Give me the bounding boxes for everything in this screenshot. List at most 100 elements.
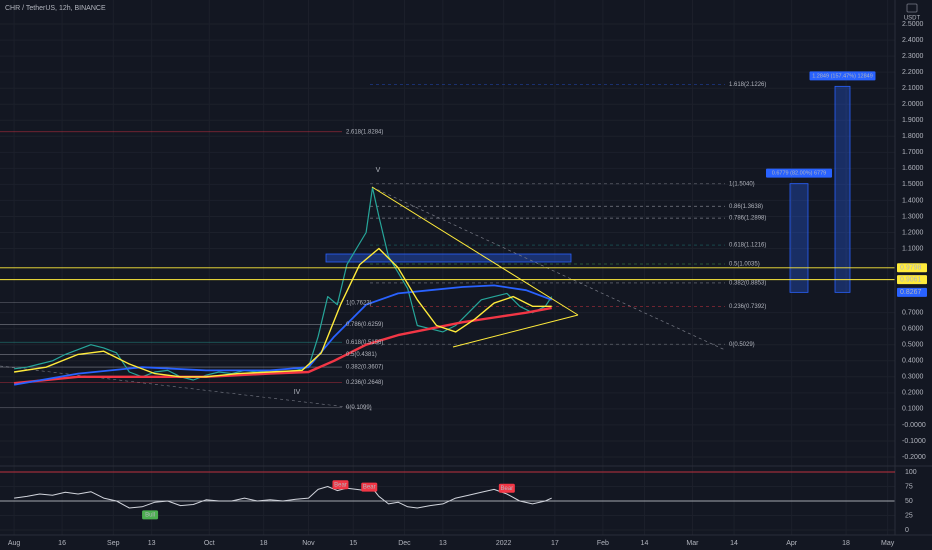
projection bbox=[834, 85, 851, 293]
price-line bbox=[13, 306, 552, 385]
fib-label: 0.236(0.2648) bbox=[346, 380, 383, 386]
y-tick-label: 0.4000 bbox=[902, 358, 924, 365]
fib-label: 2.618(1.8284) bbox=[346, 129, 383, 135]
supply-zone bbox=[325, 253, 572, 263]
y-tick-label: 0.5000 bbox=[902, 342, 924, 349]
chart-title: CHR / TetherUS, 12h, BINANCE bbox=[5, 5, 106, 12]
y-tick-label: -0.1000 bbox=[902, 438, 926, 445]
rsi-tick-label: 50 bbox=[905, 498, 913, 505]
fib-label: 0(0.1099) bbox=[346, 405, 372, 411]
triangle-upper bbox=[371, 186, 579, 316]
x-tick-label: Aug bbox=[8, 540, 21, 547]
y-tick-label: 0.7000 bbox=[902, 310, 924, 317]
fib-label: 0.382(0.8853) bbox=[729, 281, 766, 287]
rsi-signal bbox=[361, 482, 378, 492]
rsi-signal-label: Bear bbox=[501, 486, 514, 492]
currency-icon[interactable] bbox=[906, 3, 918, 13]
rsi-signal-label: Bull bbox=[145, 512, 155, 518]
y-tick-label: 0.1000 bbox=[902, 406, 924, 413]
fib-label: 0(0.5029) bbox=[729, 342, 755, 348]
y-tick-label: 2.1000 bbox=[902, 85, 924, 92]
y-tick-label: -0.2000 bbox=[902, 454, 926, 461]
triangle-lower bbox=[452, 314, 579, 348]
currency-unit: USDT bbox=[904, 16, 921, 22]
y-tick-label: 1.6000 bbox=[902, 165, 924, 172]
price-line bbox=[13, 247, 552, 378]
rsi-signal-label: Bear bbox=[334, 482, 347, 488]
price-line bbox=[14, 486, 552, 509]
wave-label: IV bbox=[294, 389, 301, 396]
marks bbox=[0, 84, 895, 509]
fib-label: 0.618(0.5156) bbox=[346, 340, 383, 346]
y-tick-label: 2.3000 bbox=[902, 53, 924, 60]
x-tick-label: 16 bbox=[58, 540, 66, 547]
fib-label: 0.5(0.4381) bbox=[346, 352, 377, 358]
rsi-signal bbox=[332, 480, 349, 490]
projection-label: 0.6779 (82.00%) 6779 bbox=[772, 171, 826, 177]
fib-label: 0.786(1.2898) bbox=[729, 216, 766, 222]
rsi-tick-label: 25 bbox=[905, 512, 913, 519]
trend-line bbox=[371, 186, 726, 351]
y-tick-label: 2.2000 bbox=[902, 69, 924, 76]
projection-label-box bbox=[809, 71, 876, 81]
rsi-signal bbox=[142, 510, 159, 520]
x-tick-label: 2022 bbox=[496, 540, 512, 547]
x-tick-label: 18 bbox=[842, 540, 850, 547]
y-tick-label: 0.6000 bbox=[902, 326, 924, 333]
x-tick-label: Mar bbox=[686, 540, 699, 547]
fib-label: 0.86(1.3638) bbox=[729, 204, 763, 210]
fib-label: 0.618(1.1216) bbox=[729, 243, 766, 249]
fib-label: 0.382(0.3607) bbox=[346, 365, 383, 371]
y-tick-label: 1.3000 bbox=[902, 213, 924, 220]
rsi-tick-label: 0 bbox=[905, 527, 909, 534]
x-tick-label: Nov bbox=[302, 540, 315, 547]
y-tick-label: 2.4000 bbox=[902, 37, 924, 44]
x-tick-label: 18 bbox=[260, 540, 268, 547]
x-tick-label: Apr bbox=[786, 540, 798, 547]
fib-label: 0.5(1.0035) bbox=[729, 262, 760, 268]
x-tick-label: May bbox=[881, 540, 895, 547]
price-label: 0.9798 bbox=[900, 265, 922, 272]
rsi-tick-label: 75 bbox=[905, 483, 913, 490]
rsi-tick-label: 100 bbox=[905, 469, 917, 476]
x-tick-label: 14 bbox=[641, 540, 649, 547]
price-label-box bbox=[897, 263, 927, 273]
wave-label: V bbox=[376, 167, 381, 174]
fib-label: 0.786(0.6259) bbox=[346, 322, 383, 328]
y-tick-label: 0.2000 bbox=[902, 390, 924, 397]
projection-label-box bbox=[766, 168, 832, 178]
rsi-signal bbox=[498, 483, 515, 493]
fib-label: 1(1.5040) bbox=[729, 181, 755, 187]
y-tick-label: 1.8000 bbox=[902, 133, 924, 140]
price-line bbox=[13, 284, 553, 386]
x-tick-label: Feb bbox=[597, 540, 609, 547]
y-tick-label: 1.4000 bbox=[902, 197, 924, 204]
y-tick-label: 2.0000 bbox=[902, 101, 924, 108]
fib-label: 1(0.7623) bbox=[346, 300, 372, 306]
price-label: 0.8267 bbox=[900, 289, 922, 296]
y-tick-label: 1.9000 bbox=[902, 117, 924, 124]
x-tick-label: Sep bbox=[107, 540, 120, 547]
y-tick-label: 1.7000 bbox=[902, 149, 924, 156]
rsi-signal-label: Bear bbox=[363, 485, 376, 491]
x-tick-label: 15 bbox=[349, 540, 357, 547]
x-tick-label: 14 bbox=[730, 540, 738, 547]
x-tick-label: 13 bbox=[148, 540, 156, 547]
y-tick-label: 2.5000 bbox=[902, 21, 924, 28]
projection-label: 1.2849 (157.47%) 12849 bbox=[812, 73, 873, 79]
fib-label: 0.236(0.7392) bbox=[729, 304, 766, 310]
x-tick-label: 17 bbox=[551, 540, 559, 547]
x-tick-label: Dec bbox=[398, 540, 411, 547]
grid bbox=[0, 0, 895, 535]
x-tick-label: 13 bbox=[439, 540, 447, 547]
y-tick-label: 1.5000 bbox=[902, 181, 924, 188]
x-tick-label: Oct bbox=[204, 540, 215, 547]
y-tick-label: 1.1000 bbox=[902, 245, 924, 252]
trend-line bbox=[0, 365, 373, 411]
price-label: 0.9061 bbox=[900, 276, 922, 283]
overlay: 2.618(1.8284) 1(0.7623) 0.786(0.6259) 0.618… bbox=[142, 71, 876, 520]
y-tick-label: 0.3000 bbox=[902, 374, 924, 381]
